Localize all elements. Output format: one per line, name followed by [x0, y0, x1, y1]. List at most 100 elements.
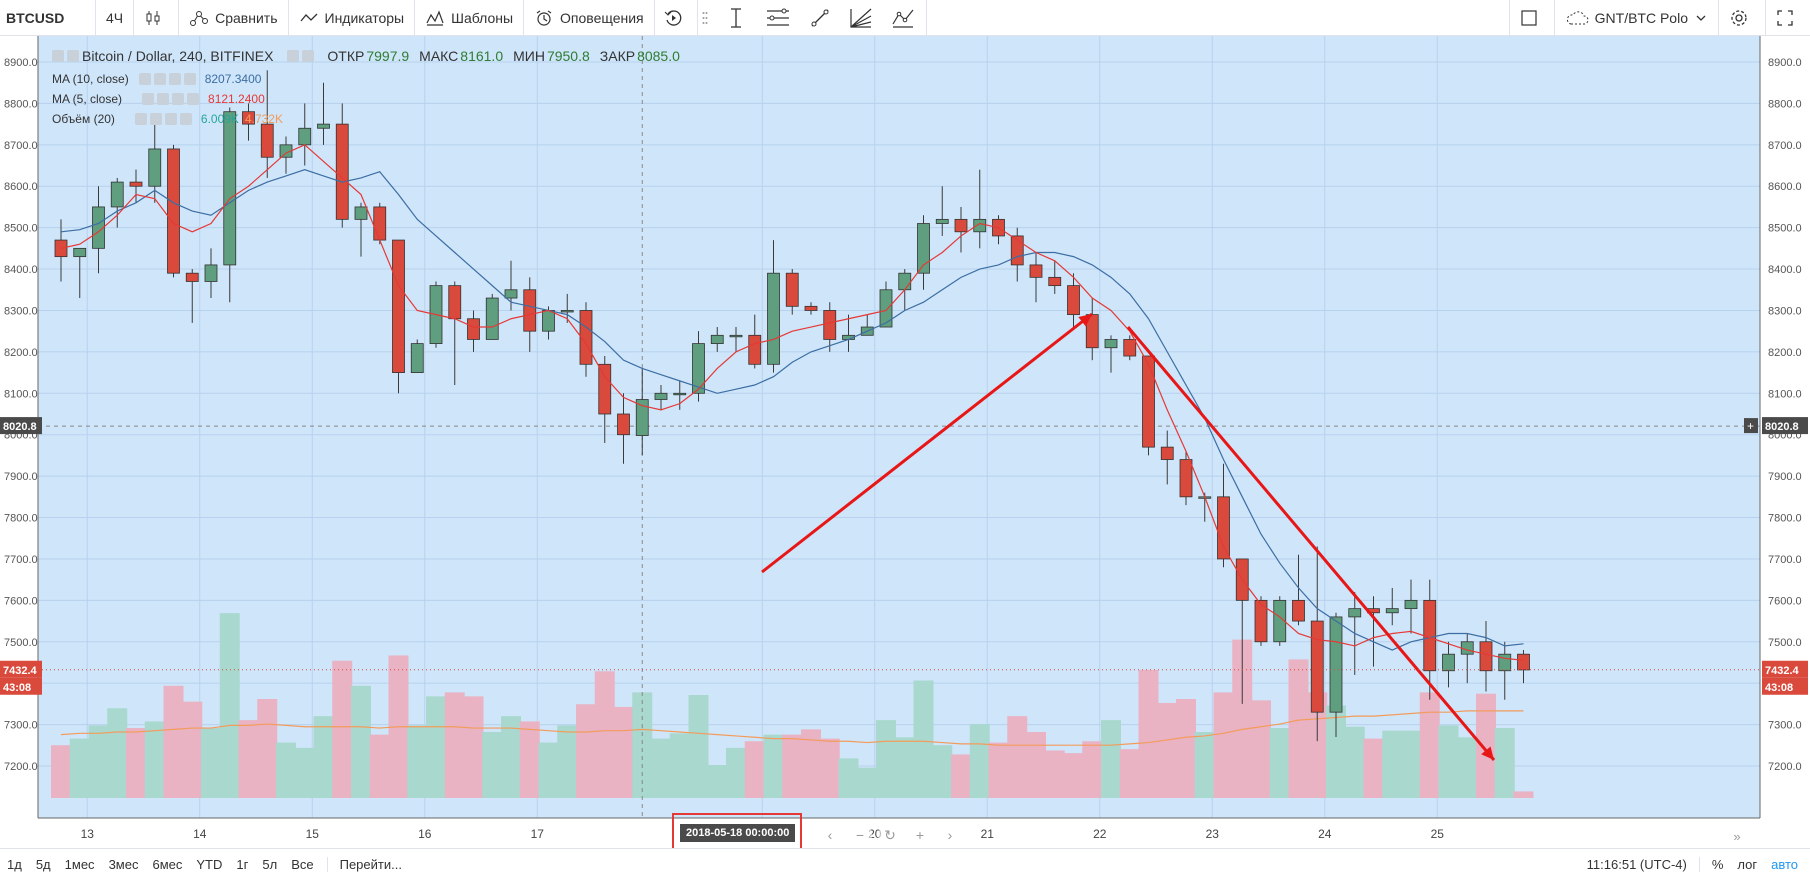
ma10-settings-icon[interactable] [153, 73, 166, 85]
price-tick-left: 8100.0 [4, 388, 38, 400]
downtrend-arrow-head [1481, 746, 1494, 760]
range-ytd-button[interactable]: YTD [196, 857, 223, 872]
horizontal-lines-icon[interactable] [764, 6, 792, 30]
compare-button[interactable]: Сравнить [179, 0, 289, 36]
layout-button[interactable] [1508, 0, 1555, 36]
ma10-line [60, 169, 1524, 651]
ma10-visibility-icon[interactable] [138, 73, 151, 85]
candle-body [354, 206, 368, 220]
zoom-out-button[interactable]: − [848, 823, 872, 847]
candle-body [617, 413, 630, 436]
volume-bar [857, 767, 878, 798]
range-5d-button[interactable]: 5д [35, 857, 51, 872]
crosshair-price-right: 8020.8 [1765, 421, 1799, 433]
candle-body [242, 111, 255, 125]
indicators-button[interactable]: Индикаторы [289, 0, 416, 36]
candle-body [579, 310, 593, 365]
volume-bar [1457, 737, 1478, 798]
drawing-tools [698, 0, 927, 36]
volume-bar [182, 701, 203, 798]
fullscreen-button[interactable] [1766, 0, 1810, 36]
trend-line-icon[interactable] [808, 6, 832, 30]
volume-legend[interactable]: Объём (20) 6.009K 4.732K [52, 112, 283, 126]
volume-bar [576, 704, 596, 798]
pattern-icon[interactable] [890, 6, 916, 30]
gann-fan-icon[interactable] [848, 6, 874, 30]
candle-body [504, 289, 518, 299]
candle-body [223, 111, 237, 266]
volume-bar [1269, 728, 1290, 798]
text-cursor-icon[interactable] [724, 6, 748, 30]
price-chart[interactable]: 7200.07200.07300.07300.07400.07400.07500… [0, 36, 1810, 848]
candle-body [823, 310, 837, 340]
saved-chart-dropdown[interactable]: GNT/BTC Polo [1555, 0, 1719, 36]
volume-bar [444, 692, 465, 798]
symbol-search[interactable]: BTCUSD [0, 0, 96, 36]
volume-bar [1119, 749, 1140, 798]
ma10-label: MA (10, close) [52, 72, 129, 86]
scroll-right-button[interactable]: › [938, 823, 962, 847]
candle-body [1123, 339, 1137, 357]
price-tick-left: 8300.0 [4, 305, 38, 317]
collapse-icon[interactable] [52, 50, 64, 62]
legend-settings-icon[interactable] [287, 50, 300, 62]
clock[interactable]: 11:16:51 (UTC-4) [1580, 857, 1700, 872]
crosshair-price-left: 8020.8 [3, 421, 37, 433]
toolbar-right: GNT/BTC Polo [1508, 0, 1810, 36]
range-6m-button[interactable]: 6мес [152, 857, 183, 872]
candle-body [748, 334, 762, 365]
ma10-add-icon[interactable] [168, 73, 181, 85]
volume-bar [632, 692, 653, 798]
auto-toggle[interactable]: авто [1771, 857, 1798, 872]
candle-body [73, 247, 87, 258]
percent-toggle[interactable]: % [1711, 857, 1724, 872]
volume-close-icon[interactable] [179, 113, 192, 125]
range-1m-button[interactable]: 1мес [64, 857, 95, 872]
legend-hide-icon[interactable] [302, 50, 315, 62]
price-tick-right: 8600.0 [1768, 181, 1802, 193]
price-tick-right: 8700.0 [1768, 140, 1802, 152]
range-5y-button[interactable]: 5л [262, 857, 278, 872]
volume-bar [238, 720, 259, 798]
reset-button[interactable]: ↻ [878, 823, 902, 847]
price-tick-right: 8900.0 [1768, 57, 1802, 69]
ma5-legend[interactable]: MA (5, close) 8121.2400 [52, 92, 265, 106]
volume-bar [1251, 700, 1271, 798]
range-all-button[interactable]: Все [291, 857, 314, 872]
range-3m-button[interactable]: 3мес [108, 857, 139, 872]
ma10-close-icon[interactable] [183, 73, 196, 85]
range-1d-button[interactable]: 1д [7, 857, 22, 872]
time-tick-label: 21 [981, 827, 995, 841]
replay-button[interactable] [655, 0, 698, 36]
volume-bar [988, 742, 1009, 798]
range-1y-button[interactable]: 1г [236, 857, 249, 872]
volume-add-icon[interactable] [164, 113, 177, 125]
templates-button[interactable]: Шаблоны [415, 0, 525, 36]
ma10-legend[interactable]: MA (10, close) 8207.3400 [52, 72, 261, 86]
zoom-in-button[interactable]: + [908, 823, 932, 847]
candle-body [1479, 641, 1493, 672]
volume-settings-icon[interactable] [149, 113, 162, 125]
ma5-close-icon[interactable] [187, 93, 200, 105]
scroll-to-realtime-button[interactable]: » [1724, 823, 1750, 849]
square-icon [1521, 9, 1537, 26]
alerts-button[interactable]: Оповещения [524, 0, 655, 36]
interval-button[interactable]: 4Ч [96, 0, 135, 36]
chart-area[interactable]: 7200.07200.07300.07300.07400.07400.07500… [0, 36, 1810, 855]
volume-bar [1176, 699, 1196, 798]
volume-bar [894, 737, 915, 798]
price-tick-right: 8200.0 [1768, 347, 1802, 359]
chart-type-button[interactable] [134, 0, 180, 36]
goto-button[interactable]: Перейти... [326, 857, 409, 872]
open-value: 7997.9 [366, 48, 410, 64]
drag-handle-icon[interactable] [702, 9, 708, 27]
log-toggle[interactable]: лог [1737, 857, 1758, 872]
countdown-left: 43:08 [3, 682, 31, 694]
volume-visibility-icon[interactable] [134, 113, 147, 125]
ma5-settings-icon[interactable] [157, 93, 170, 105]
ma5-value: 8121.2400 [208, 92, 265, 106]
scroll-left-button[interactable]: ‹ [818, 823, 842, 847]
ma5-visibility-icon[interactable] [142, 93, 155, 105]
settings-button[interactable] [1719, 0, 1766, 36]
ma5-add-icon[interactable] [172, 93, 185, 105]
